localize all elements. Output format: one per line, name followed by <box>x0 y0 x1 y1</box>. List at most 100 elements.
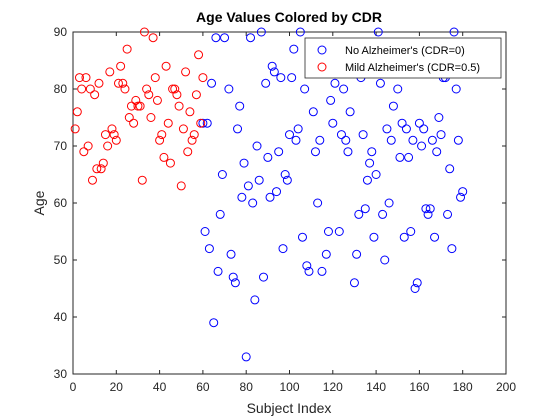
y-tick-label: 80 <box>54 82 68 96</box>
data-point <box>451 84 461 94</box>
data-point <box>373 27 383 37</box>
data-point <box>181 67 191 77</box>
data-point <box>122 44 132 54</box>
data-point <box>393 84 403 94</box>
data-point <box>339 84 349 94</box>
x-tick-label: 40 <box>153 380 167 394</box>
data-point <box>408 135 418 145</box>
data-point <box>83 141 93 151</box>
data-point <box>458 187 468 197</box>
data-point <box>230 278 240 288</box>
data-point <box>113 78 123 88</box>
data-point <box>304 266 314 276</box>
data-point <box>404 152 414 162</box>
data-points <box>70 27 468 362</box>
data-point <box>243 181 253 191</box>
data-point <box>401 124 411 134</box>
data-point <box>77 84 87 94</box>
data-point <box>116 61 126 71</box>
data-point <box>248 198 258 208</box>
data-point <box>135 101 145 111</box>
data-point <box>263 152 273 162</box>
data-point <box>178 124 188 134</box>
data-point <box>388 101 398 111</box>
data-point <box>399 232 409 242</box>
data-point <box>235 101 245 111</box>
data-point <box>137 175 147 185</box>
x-tick-label: 200 <box>496 380 516 394</box>
data-point <box>300 84 310 94</box>
data-point <box>155 135 165 145</box>
data-point <box>289 44 299 54</box>
series-no-alzheimers <box>198 27 468 362</box>
data-point <box>295 27 305 37</box>
data-point <box>274 147 284 157</box>
data-point <box>371 170 381 179</box>
data-point <box>336 130 346 140</box>
data-point <box>315 135 325 145</box>
y-tick-label: 30 <box>54 367 68 381</box>
y-tick-label: 70 <box>54 139 68 153</box>
x-tick-label: 60 <box>196 380 210 394</box>
data-point <box>146 113 156 122</box>
data-point <box>100 130 110 140</box>
data-point <box>81 73 91 83</box>
data-point <box>233 124 243 134</box>
data-point <box>449 27 459 37</box>
data-point <box>189 130 199 140</box>
data-point <box>250 295 260 305</box>
data-point <box>406 227 416 236</box>
data-point <box>354 209 364 219</box>
data-point <box>152 95 162 105</box>
data-point <box>198 118 208 128</box>
data-point <box>328 118 338 128</box>
data-point <box>412 278 422 288</box>
data-point <box>369 232 379 242</box>
x-axis-tick-labels: 0 20 40 60 80 100 120 140 160 180 200 <box>70 380 517 394</box>
data-point <box>278 244 288 254</box>
data-point <box>85 84 95 94</box>
data-point <box>239 158 249 168</box>
legend-marker-no-alzheimers <box>317 45 327 55</box>
data-point <box>425 204 435 214</box>
y-tick-label: 40 <box>54 310 68 324</box>
data-point <box>118 78 128 88</box>
data-point <box>187 135 197 145</box>
legend-label-mild-alzheimers: Mild Alzheimer's (CDR=0.5) <box>345 62 480 74</box>
data-point <box>241 352 251 362</box>
data-point <box>103 141 113 151</box>
data-point <box>159 152 169 162</box>
data-point <box>176 181 186 191</box>
data-point <box>74 73 84 83</box>
data-point <box>293 124 303 134</box>
data-point <box>343 147 353 157</box>
data-point <box>317 266 327 276</box>
data-point <box>198 73 208 83</box>
y-tick-label: 90 <box>54 25 68 39</box>
data-point <box>109 130 119 140</box>
data-point <box>246 33 256 43</box>
data-point <box>434 113 444 122</box>
series-mild-alzheimers <box>70 27 208 191</box>
data-point <box>144 90 154 100</box>
plot-area <box>72 31 507 375</box>
data-point <box>417 141 427 151</box>
y-axis-tick-labels: 30 40 50 60 70 80 90 <box>54 25 68 381</box>
data-point <box>207 78 217 88</box>
data-point <box>150 73 160 83</box>
data-point <box>330 78 340 88</box>
data-point <box>196 118 206 128</box>
data-point <box>378 209 388 219</box>
data-point <box>254 175 264 185</box>
data-point <box>148 33 158 43</box>
data-point <box>427 135 437 145</box>
data-point <box>105 67 115 77</box>
data-point <box>224 84 234 94</box>
data-point <box>280 170 290 179</box>
data-point <box>456 192 466 202</box>
data-point <box>349 278 359 288</box>
data-point <box>204 244 214 254</box>
data-point <box>345 107 355 117</box>
data-point <box>252 141 262 151</box>
